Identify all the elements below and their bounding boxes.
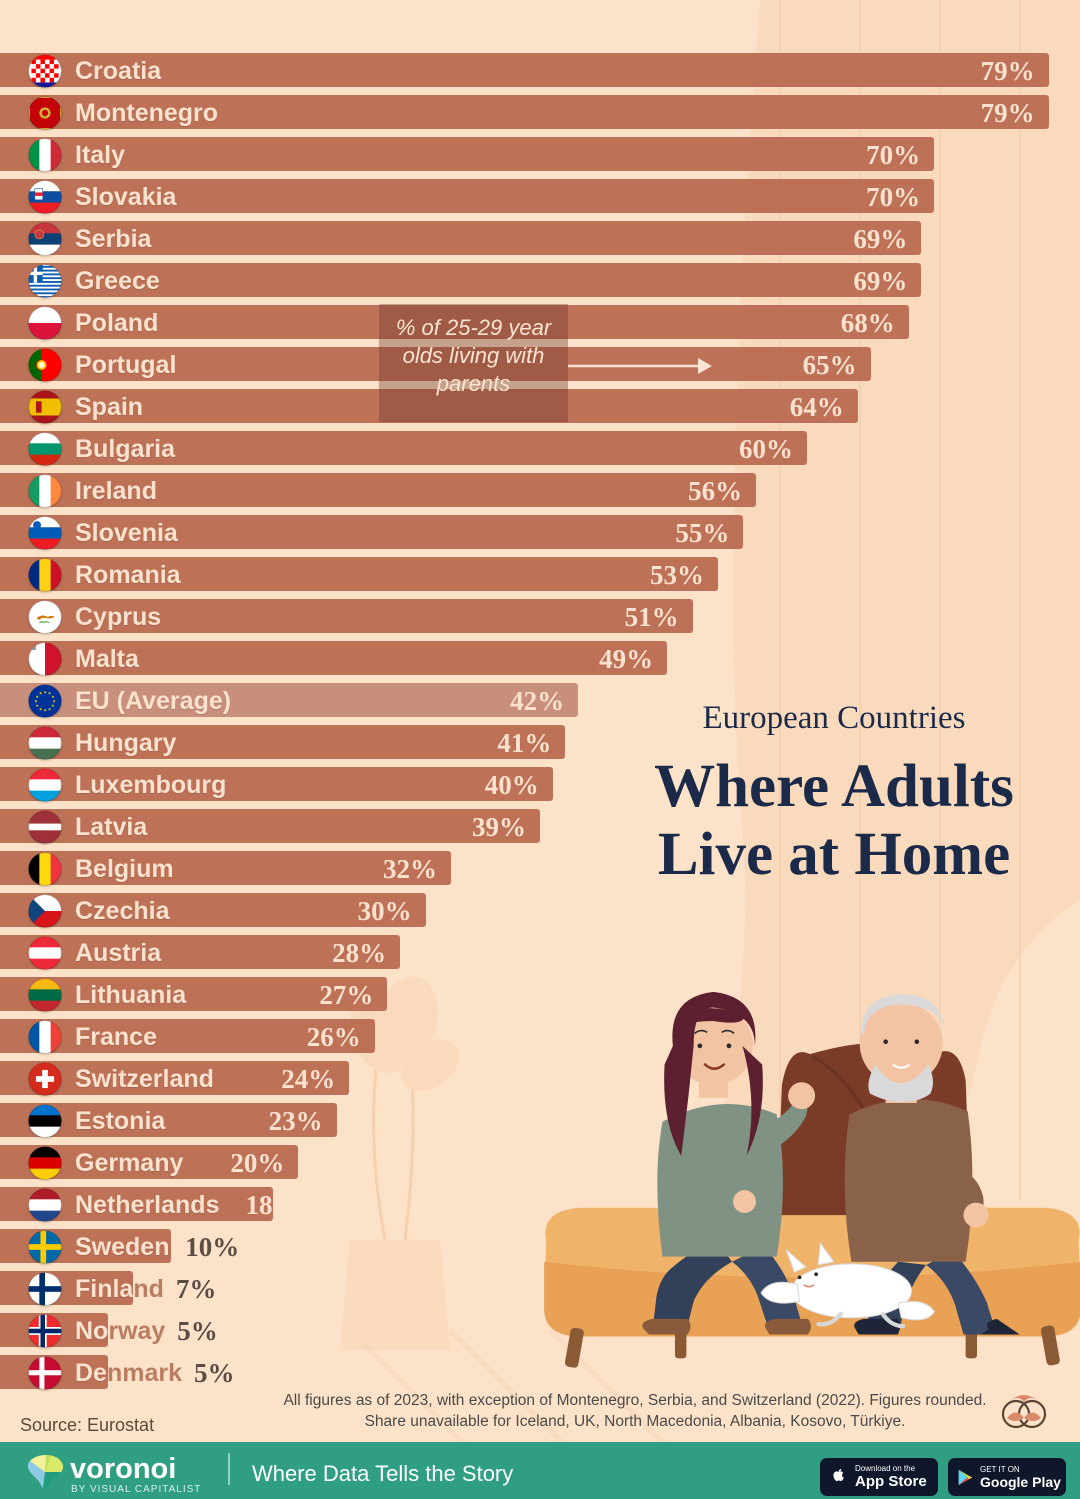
svg-text:★: ★ (48, 706, 52, 711)
svg-text:★: ★ (39, 706, 43, 711)
svg-text:★: ★ (39, 691, 43, 696)
svg-text:★: ★ (43, 707, 47, 712)
svg-text:★: ★ (35, 703, 39, 708)
svg-text:★: ★ (51, 703, 55, 708)
svg-text:★: ★ (34, 698, 38, 703)
svg-text:★: ★ (43, 689, 47, 694)
